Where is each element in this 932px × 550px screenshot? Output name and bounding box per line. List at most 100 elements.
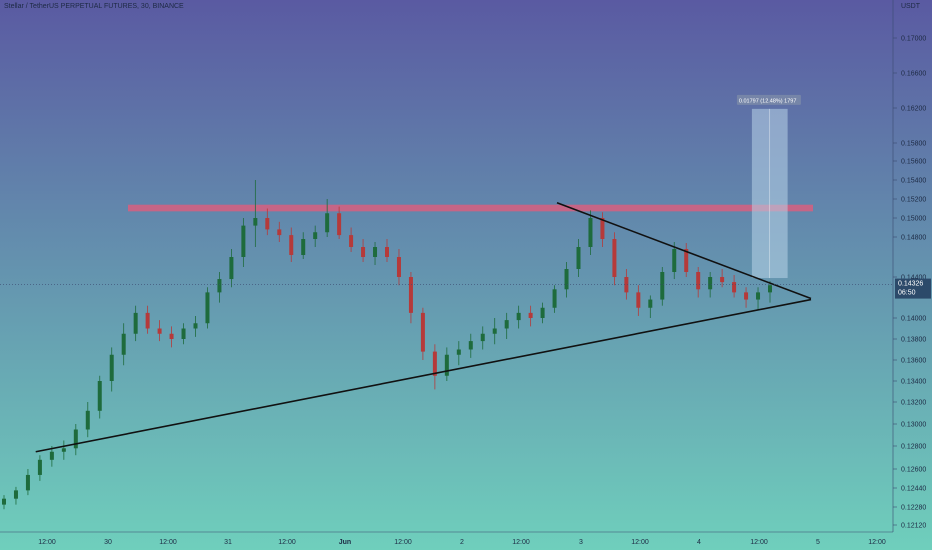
x-tick-label: 4 — [697, 539, 701, 546]
y-tick-label: 0.13400 — [901, 379, 926, 386]
candle-body — [229, 257, 234, 280]
candle-body — [301, 239, 306, 255]
x-tick-label: 12:00 — [512, 539, 530, 546]
candle-body — [109, 354, 114, 381]
candle-body — [253, 218, 258, 226]
y-tick-label: 0.14000 — [901, 316, 926, 323]
candle-body — [121, 333, 126, 355]
candle-body — [624, 277, 629, 293]
x-tick-label: 31 — [224, 539, 232, 546]
y-tick-label: 0.15400 — [901, 178, 926, 185]
candle-body — [636, 292, 641, 308]
candle-body — [588, 218, 593, 247]
candle-body — [576, 247, 581, 269]
y-tick-label: 0.14800 — [901, 235, 926, 242]
y-tick-label: 0.13800 — [901, 337, 926, 344]
candle-body — [468, 341, 473, 350]
y-tick-label: 0.13200 — [901, 400, 926, 407]
candle-body — [133, 312, 138, 334]
x-tick-label: 30 — [104, 539, 112, 546]
candle-body — [277, 229, 282, 236]
y-tick-label: 0.15200 — [901, 197, 926, 204]
candle-body — [732, 282, 737, 293]
x-tick-label: Jun — [339, 539, 351, 546]
candle-body — [85, 410, 90, 430]
candle-body — [169, 333, 174, 339]
y-tick-label: 0.16200 — [901, 106, 926, 113]
last-price-badge — [895, 278, 931, 299]
y-tick-label: 0.12120 — [901, 523, 926, 530]
y-tick-label: 0.12280 — [901, 505, 926, 512]
y-tick-label: 0.13600 — [901, 358, 926, 365]
x-tick-label: 2 — [460, 539, 464, 546]
y-tick-label: 0.15600 — [901, 159, 926, 166]
countdown-label: 06:50 — [898, 290, 916, 297]
candle-body — [768, 285, 772, 293]
y-tick-label: 0.13000 — [901, 422, 926, 429]
candle-body — [528, 312, 533, 318]
candle-body — [61, 448, 66, 452]
y-tick-label: 0.14400 — [901, 275, 926, 282]
y-tick-label: 0.12800 — [901, 444, 926, 451]
candle-body — [444, 354, 449, 376]
candle-body — [157, 328, 162, 334]
candle-body — [660, 272, 665, 300]
candle-body — [313, 232, 318, 239]
candle-body — [504, 320, 509, 329]
candle-body — [396, 257, 401, 277]
candle-body — [193, 323, 198, 329]
candle-body — [49, 451, 54, 460]
measure-label: 0.01797 (12.48%) 1797 — [739, 98, 797, 104]
candle-body — [552, 289, 557, 308]
candle-body — [408, 277, 413, 313]
x-tick-label: 3 — [579, 539, 583, 546]
candle-body — [708, 277, 713, 290]
candle-body — [432, 351, 437, 376]
last-price-label: 0.14326 — [898, 281, 923, 288]
currency-label: USDT — [900, 3, 920, 10]
candle-body — [744, 292, 749, 300]
candle-body — [97, 381, 102, 411]
candle-body — [612, 239, 617, 277]
candle-body — [73, 429, 78, 449]
candle-body — [25, 474, 30, 491]
candle-body — [241, 225, 246, 257]
candle-body — [420, 312, 425, 352]
lower-trendline — [35, 298, 812, 453]
y-tick-label: 0.12440 — [901, 486, 926, 493]
candle-body — [217, 279, 222, 293]
candle-body — [696, 272, 701, 290]
candle-body — [720, 277, 725, 283]
candle-body — [540, 307, 545, 318]
candle-body — [325, 213, 330, 233]
candle-body — [756, 292, 761, 300]
candle-body — [672, 249, 677, 272]
resistance-zone — [128, 204, 813, 212]
upper-trendline — [556, 202, 812, 300]
candle-body — [349, 235, 354, 247]
y-tick-label: 0.15800 — [901, 141, 926, 148]
candle-body — [181, 328, 186, 339]
candle-body — [337, 213, 342, 236]
candle-body — [373, 247, 378, 257]
candle-body — [385, 247, 389, 257]
x-tick-label: 12:00 — [868, 539, 886, 546]
candle-body — [456, 349, 461, 355]
measure-label-bg — [736, 94, 801, 105]
candle-body — [480, 333, 485, 342]
candle-body — [492, 328, 497, 334]
y-tick-label: 0.12600 — [901, 467, 926, 474]
x-tick-label: 12:00 — [278, 539, 296, 546]
candle-body — [2, 498, 6, 505]
candle-body — [516, 312, 521, 321]
y-tick-label: 0.17000 — [901, 36, 926, 43]
x-tick-label: 5 — [816, 539, 820, 546]
candle-body — [648, 299, 653, 308]
x-tick-label: 12:00 — [159, 539, 177, 546]
candle-body — [684, 249, 689, 272]
candle-body — [361, 247, 366, 257]
candle-body — [13, 490, 18, 499]
candle-body — [265, 218, 270, 230]
